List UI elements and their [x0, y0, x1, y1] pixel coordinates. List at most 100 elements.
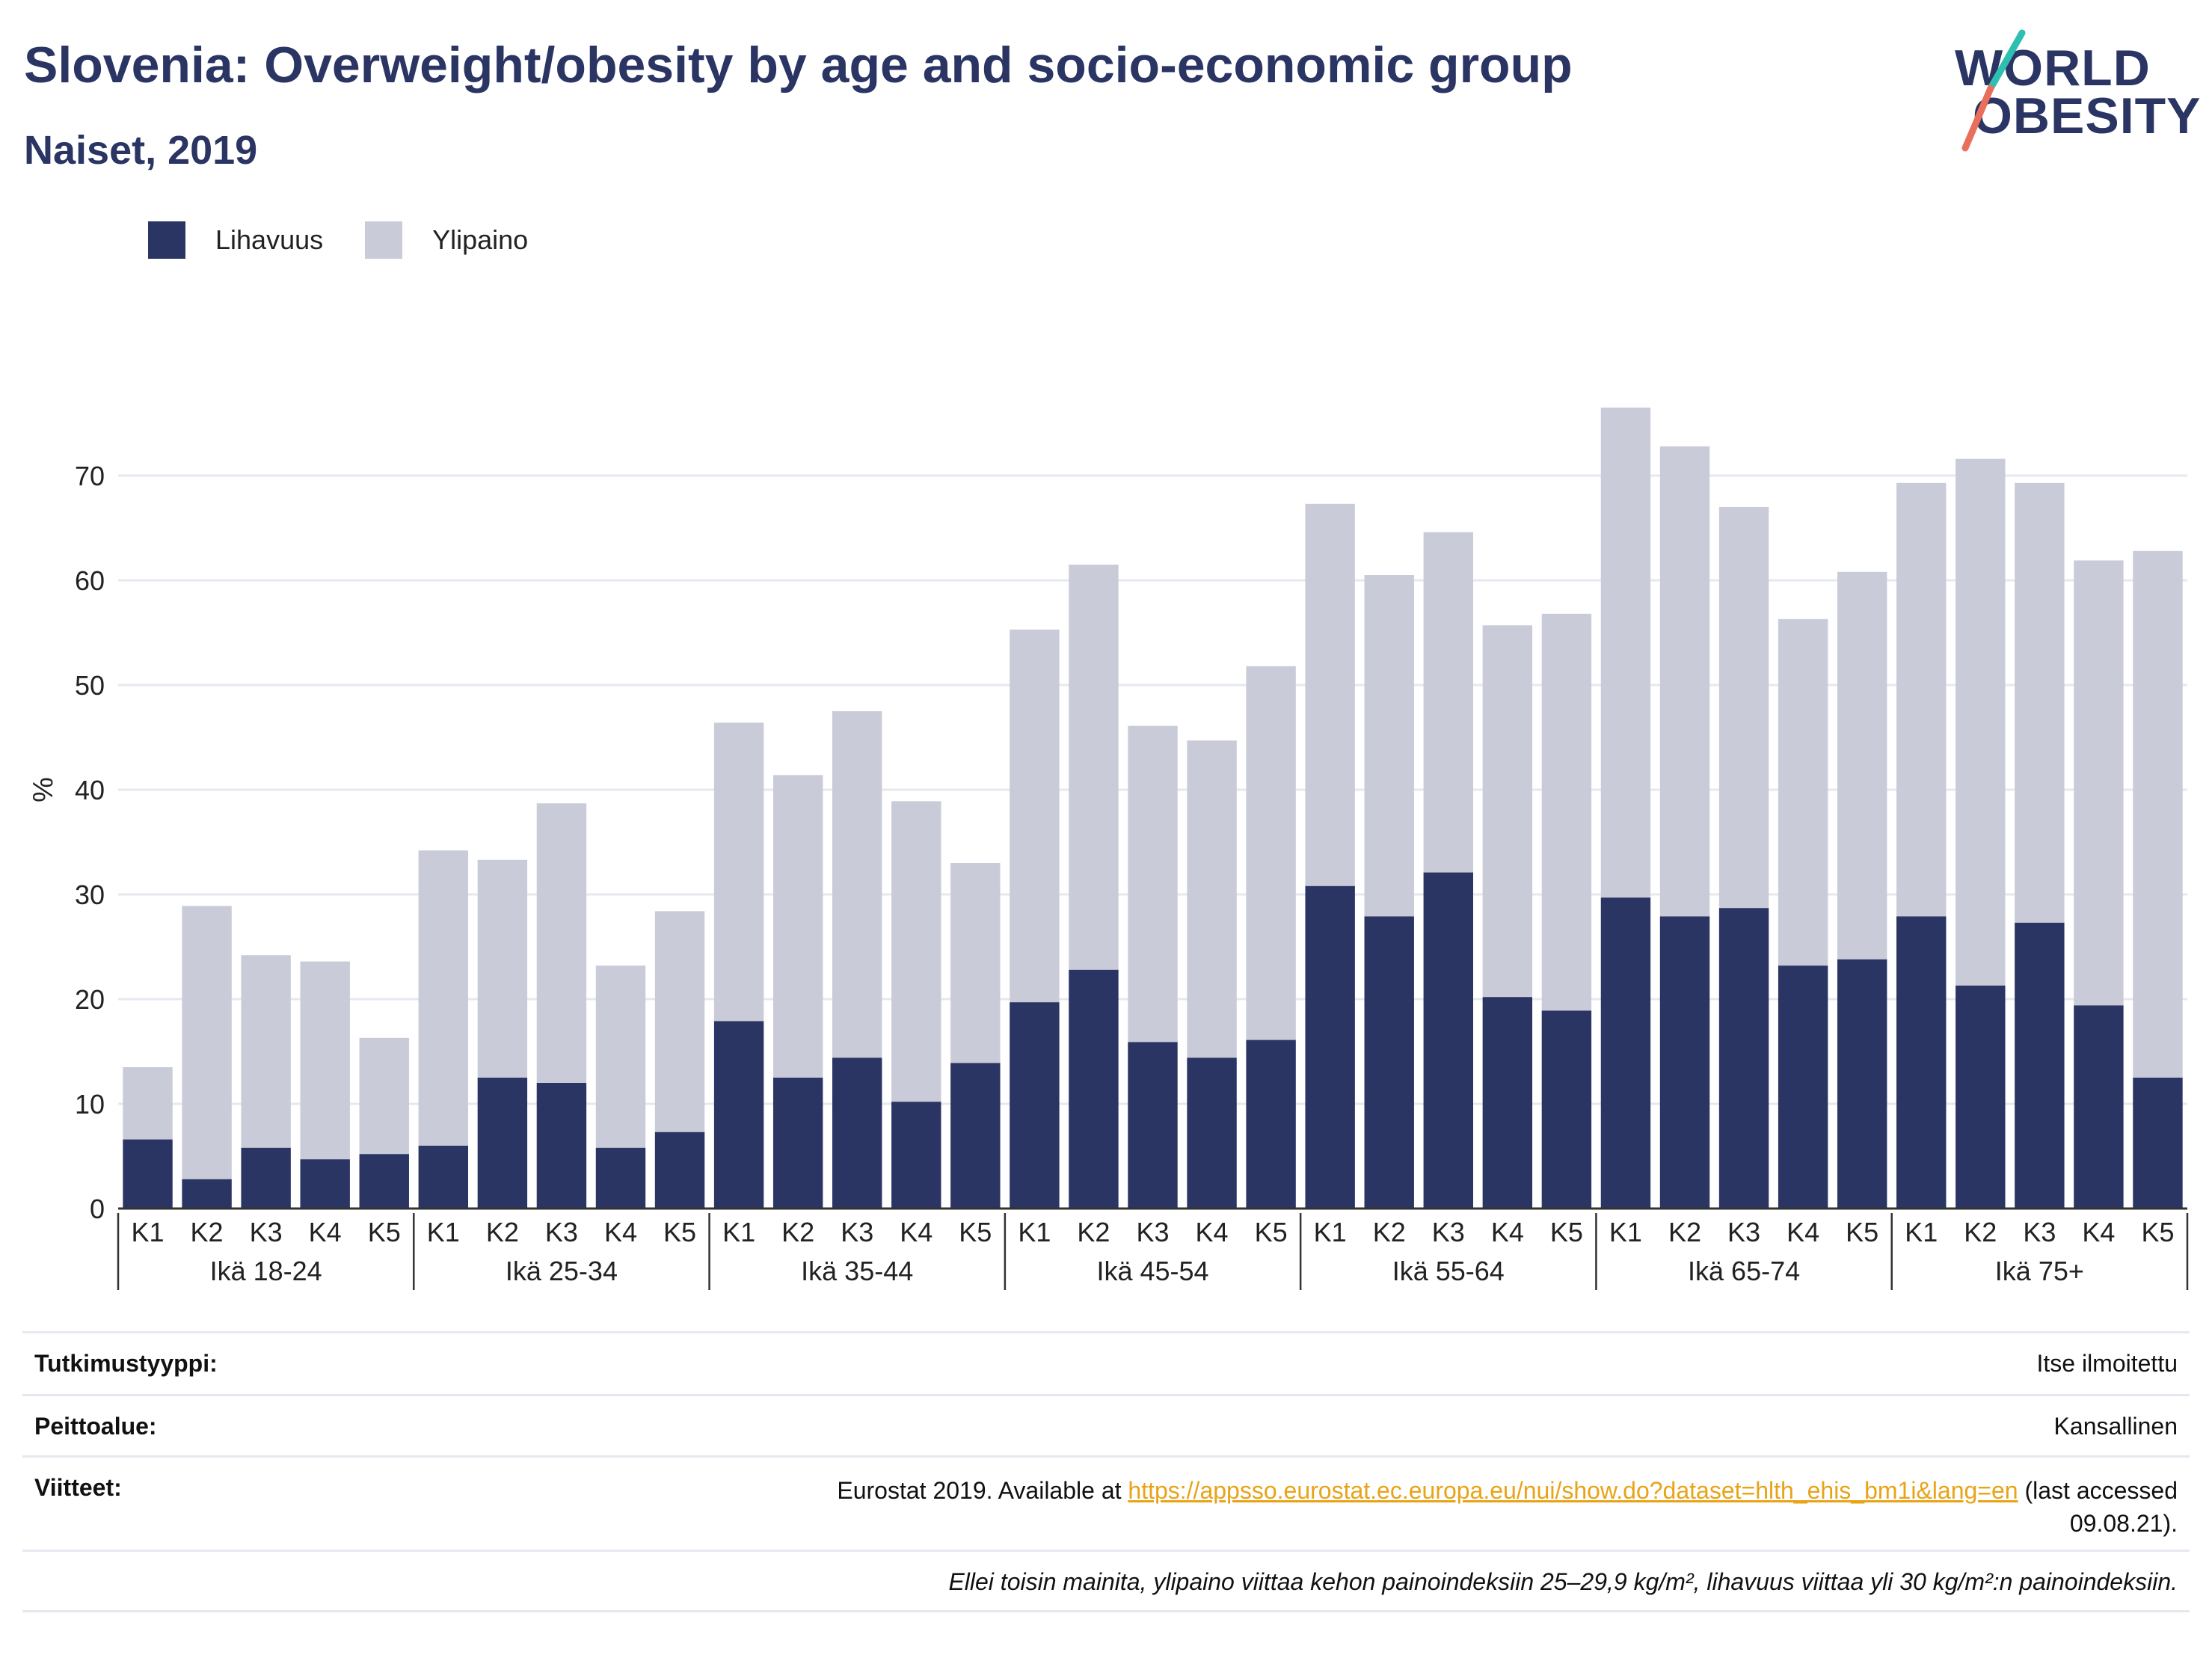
- x-category-label: K2: [191, 1217, 224, 1247]
- bar-overweight: [182, 906, 232, 1179]
- bar-overweight: [477, 859, 528, 1078]
- y-tick-label: 20: [75, 984, 105, 1015]
- bar-obesity: [2133, 1078, 2183, 1209]
- bar-overweight: [1482, 625, 1533, 998]
- bar-overweight: [1187, 740, 1237, 1058]
- bar-obesity: [477, 1078, 528, 1209]
- bar-obesity: [536, 1083, 587, 1209]
- info-row-references: Viitteet: Eurostat 2019. Available at ht…: [22, 1455, 2190, 1550]
- bar-obesity: [1896, 916, 1947, 1209]
- chart-legend: Lihavuus Ylipaino: [148, 221, 570, 259]
- study-type-value: Itse ilmoitettu: [2036, 1350, 2178, 1377]
- bar-obesity: [1187, 1057, 1237, 1209]
- legend-item-obesity: Lihavuus: [148, 221, 323, 259]
- bar-obesity: [1305, 885, 1355, 1209]
- legend-swatch-obesity: [148, 221, 185, 259]
- bar-overweight: [1541, 613, 1592, 1011]
- bar-overweight: [359, 1037, 409, 1155]
- x-category-label: K2: [1668, 1217, 1701, 1247]
- definition-note: Ellei toisin mainita, ylipaino viittaa k…: [948, 1568, 2178, 1595]
- y-tick-label: 40: [75, 775, 105, 805]
- bar-overweight: [2015, 482, 2065, 923]
- bar-obesity: [1482, 997, 1533, 1209]
- bar-overweight: [1246, 666, 1296, 1040]
- bar-obesity: [241, 1147, 291, 1209]
- chart-subtitle: Naiset, 2019: [24, 128, 258, 173]
- bar-overweight: [891, 801, 941, 1102]
- bar-obesity: [123, 1139, 173, 1209]
- x-category-label: K2: [1373, 1217, 1406, 1247]
- bar-overweight: [536, 803, 587, 1083]
- legend-swatch-overweight: [365, 221, 403, 259]
- bar-overweight: [2133, 550, 2183, 1078]
- x-category-label: K2: [781, 1217, 814, 1247]
- bar-overweight: [1128, 725, 1178, 1043]
- bar-obesity: [1778, 965, 1828, 1209]
- bar-overweight: [1659, 446, 1710, 917]
- x-category-label: K5: [2141, 1217, 2174, 1247]
- study-type-label: Tutkimustyyppi:: [34, 1350, 218, 1377]
- references-prefix: Eurostat 2019. Available at: [837, 1477, 1128, 1504]
- x-category-label: K1: [427, 1217, 460, 1247]
- legend-item-overweight: Ylipaino: [365, 221, 528, 259]
- x-category-label: K3: [1432, 1217, 1465, 1247]
- y-axis-title: %: [28, 777, 59, 802]
- references-link[interactable]: https://appsso.eurostat.ec.europa.eu/nui…: [1128, 1477, 2018, 1504]
- y-tick-label: 30: [75, 879, 105, 910]
- x-category-label: K4: [1196, 1217, 1229, 1247]
- x-category-label: K5: [368, 1217, 401, 1247]
- bar-overweight: [1778, 618, 1828, 966]
- bar-overweight: [123, 1067, 173, 1140]
- bar-obesity: [1659, 916, 1710, 1209]
- x-group-label: Ikä 35-44: [801, 1256, 913, 1286]
- x-category-label: K1: [1018, 1217, 1051, 1247]
- x-category-label: K2: [1964, 1217, 1997, 1247]
- bar-obesity: [595, 1147, 646, 1209]
- bar-chart: 0 10 20 30 40 50 60 70% K1 K2 K3 K4 K5 Ikä 18-24 K1 K2 K…: [28, 408, 2189, 1290]
- x-category-label: K5: [1255, 1217, 1288, 1247]
- info-row-study-type: Tutkimustyyppi: Itse ilmoitettu: [22, 1331, 2190, 1394]
- bar-overweight: [713, 722, 764, 1022]
- info-row-note: Ellei toisin mainita, ylipaino viittaa k…: [22, 1550, 2190, 1612]
- world-obesity-logo: WORLD OBESITY: [1944, 22, 2201, 157]
- x-category-label: K1: [1609, 1217, 1642, 1247]
- x-category-label: K4: [1491, 1217, 1524, 1247]
- bar-obesity: [713, 1021, 764, 1209]
- info-table: Tutkimustyyppi: Itse ilmoitettu Peittoal…: [22, 1331, 2190, 1612]
- bar-obesity: [2074, 1005, 2124, 1209]
- bar-obesity: [832, 1057, 882, 1209]
- bar-obesity: [182, 1179, 232, 1209]
- x-category-label: K5: [663, 1217, 696, 1247]
- coverage-label: Peittoalue:: [34, 1413, 157, 1440]
- x-category-label: K4: [309, 1217, 342, 1247]
- bar-overweight: [1956, 458, 2006, 986]
- references-suffix: (last accessed: [2018, 1477, 2178, 1504]
- x-category-label: K1: [722, 1217, 755, 1247]
- bar-obesity: [1718, 908, 1769, 1209]
- references-value: Eurostat 2019. Available at https://apps…: [837, 1474, 2178, 1550]
- bar-overweight: [1364, 575, 1414, 917]
- bar-overweight: [832, 711, 882, 1058]
- info-row-coverage: Peittoalue: Kansallinen: [22, 1394, 2190, 1455]
- bar-overweight: [1837, 571, 1887, 959]
- references-label: Viitteet:: [34, 1474, 122, 1501]
- x-category-label: K3: [2023, 1217, 2056, 1247]
- x-category-label: K5: [1550, 1217, 1583, 1247]
- x-category-label: K5: [959, 1217, 992, 1247]
- bar-obesity: [772, 1078, 823, 1209]
- bar-obesity: [950, 1063, 1001, 1209]
- y-tick-label: 0: [90, 1194, 105, 1224]
- y-tick-label: 10: [75, 1089, 105, 1120]
- x-group-label: Ikä 75+: [1995, 1256, 2084, 1286]
- bar-obesity: [1600, 897, 1651, 1209]
- x-group-label: Ikä 55-64: [1392, 1256, 1505, 1286]
- bar-overweight: [772, 775, 823, 1078]
- bar-obesity: [1956, 985, 2006, 1209]
- x-category-label: K1: [132, 1217, 165, 1247]
- bar-overweight: [300, 961, 350, 1160]
- bar-obesity: [1128, 1042, 1178, 1209]
- y-tick-label: 60: [75, 565, 105, 596]
- bar-obesity: [1246, 1040, 1296, 1209]
- bar-obesity: [1069, 969, 1119, 1209]
- bar-overweight: [1305, 503, 1355, 886]
